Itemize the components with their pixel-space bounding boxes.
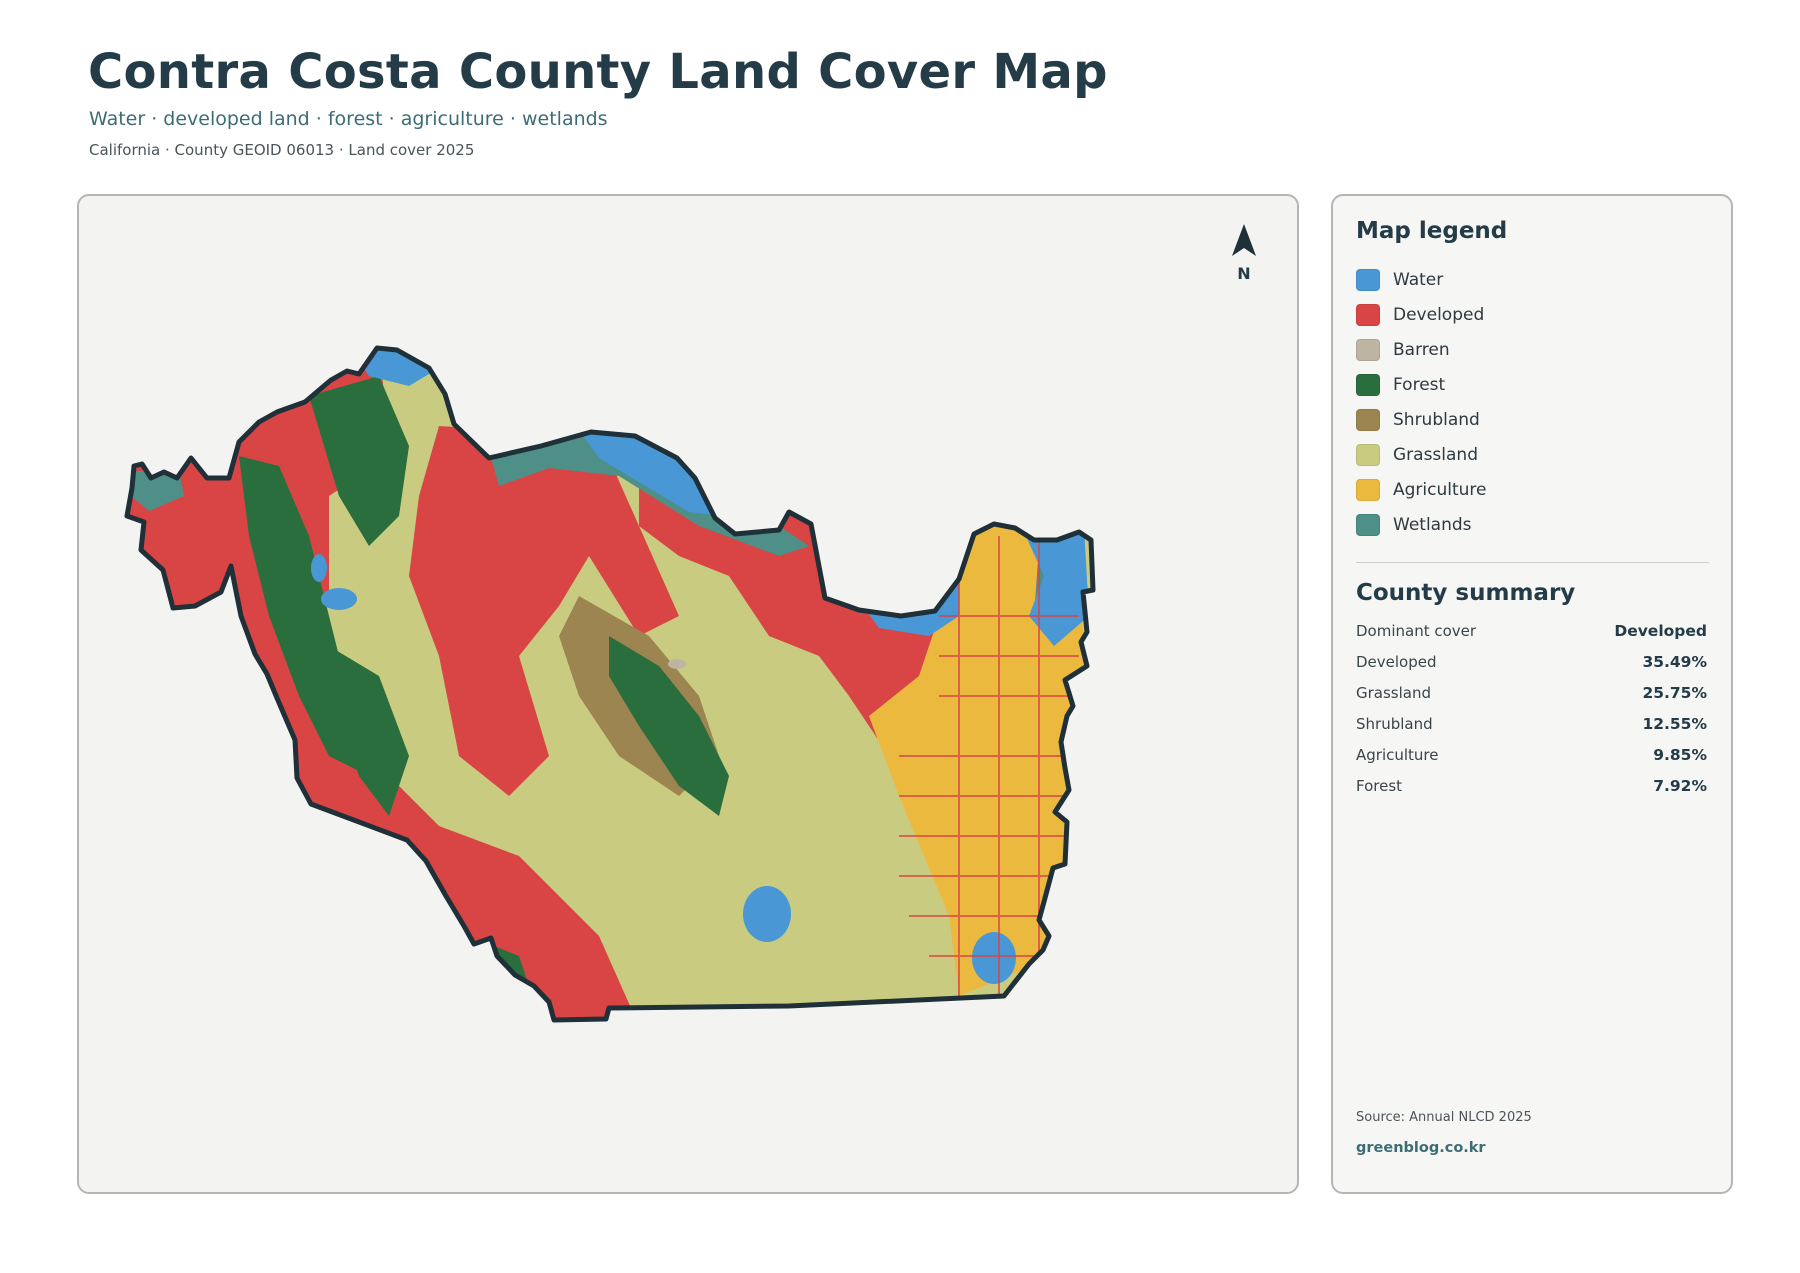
summary-label: Shrubland: [1356, 714, 1433, 733]
summary-label: Agriculture: [1356, 745, 1439, 764]
water-reservoir-briones: [311, 554, 327, 582]
forest-southwest: [329, 646, 409, 816]
legend-label: Forest: [1393, 374, 1446, 395]
legend-list: Water Developed Barren Forest Shrubland …: [1356, 262, 1487, 542]
legend-label: Agriculture: [1393, 479, 1487, 500]
legend-item-barren[interactable]: Barren: [1356, 332, 1487, 367]
legend-swatch-barren: [1356, 338, 1380, 361]
legend-item-grassland[interactable]: Grassland: [1356, 437, 1487, 472]
summary-row: Agriculture 9.85%: [1356, 739, 1707, 770]
summary-label: Grassland: [1356, 683, 1431, 702]
summary-label: Dominant cover: [1356, 621, 1477, 640]
legend-item-water[interactable]: Water: [1356, 262, 1487, 297]
summary-label: Developed: [1356, 652, 1437, 671]
summary-value: 9.85%: [1653, 745, 1707, 764]
water-suisun: [579, 430, 739, 518]
summary-row: Grassland 25.75%: [1356, 677, 1707, 708]
county-summary: Dominant cover Developed Developed 35.49…: [1356, 615, 1707, 801]
county-map[interactable]: [79, 196, 1299, 1194]
north-label: N: [1237, 264, 1251, 283]
legend-item-developed[interactable]: Developed: [1356, 297, 1487, 332]
summary-row: Forest 7.92%: [1356, 770, 1707, 801]
legend-label: Shrubland: [1393, 409, 1480, 430]
summary-value: 12.55%: [1642, 714, 1707, 733]
summary-row: Shrubland 12.55%: [1356, 708, 1707, 739]
legend-swatch-forest: [1356, 373, 1380, 396]
legend-item-wetlands[interactable]: Wetlands: [1356, 507, 1487, 542]
legend-item-agriculture[interactable]: Agriculture: [1356, 472, 1487, 507]
water-reservoir-los-vaqueros: [743, 886, 791, 942]
legend-label: Developed: [1393, 304, 1485, 325]
north-arrow-icon: [1232, 224, 1256, 256]
site-link[interactable]: greenblog.co.kr: [1356, 1140, 1486, 1156]
panel-divider: [1356, 562, 1709, 563]
north-arrow: N: [1226, 222, 1262, 283]
wetlands-west: [129, 471, 184, 511]
forest-diablo: [609, 636, 729, 816]
water-delta-east: [1019, 521, 1089, 646]
barren-patch: [668, 659, 686, 669]
summary-row: Dominant cover Developed: [1356, 615, 1707, 646]
legend-swatch-developed: [1356, 303, 1380, 326]
summary-title: County summary: [1356, 580, 1576, 606]
map-panel[interactable]: [77, 194, 1299, 1194]
county-boundary: [124, 345, 1096, 1023]
side-panel: Map legend Water Developed Barren Forest…: [1331, 194, 1733, 1194]
source-note: Source: Annual NLCD 2025: [1356, 1110, 1532, 1125]
page-meta: California · County GEOID 06013 · Land c…: [89, 141, 475, 159]
summary-value: Developed: [1614, 621, 1707, 640]
summary-value: 35.49%: [1642, 652, 1707, 671]
legend-swatch-agriculture: [1356, 478, 1380, 501]
developed-central: [409, 426, 679, 796]
water-river-east: [859, 576, 959, 636]
page-subtitle: Water · developed land · forest · agricu…: [89, 108, 608, 130]
legend-swatch-grassland: [1356, 443, 1380, 466]
water-reservoir-west: [321, 588, 357, 610]
legend-swatch-wetlands: [1356, 513, 1380, 536]
summary-value: 25.75%: [1642, 683, 1707, 702]
summary-row: Developed 35.49%: [1356, 646, 1707, 677]
summary-label: Forest: [1356, 776, 1403, 795]
forest-north-hills: [309, 376, 409, 546]
legend-item-shrubland[interactable]: Shrubland: [1356, 402, 1487, 437]
barren-patch: [884, 580, 898, 588]
legend-label: Wetlands: [1393, 514, 1472, 535]
legend-swatch-water: [1356, 268, 1380, 291]
summary-value: 7.92%: [1653, 776, 1707, 795]
legend-label: Barren: [1393, 339, 1450, 360]
legend-swatch-shrubland: [1356, 408, 1380, 431]
legend-item-forest[interactable]: Forest: [1356, 367, 1487, 402]
legend-label: Water: [1393, 269, 1444, 290]
legend-label: Grassland: [1393, 444, 1478, 465]
water-reservoir-southeast: [972, 932, 1016, 984]
ag-road-grid: [899, 536, 1079, 996]
legend-title: Map legend: [1356, 218, 1508, 244]
page-title: Contra Costa County Land Cover Map: [88, 44, 1108, 100]
